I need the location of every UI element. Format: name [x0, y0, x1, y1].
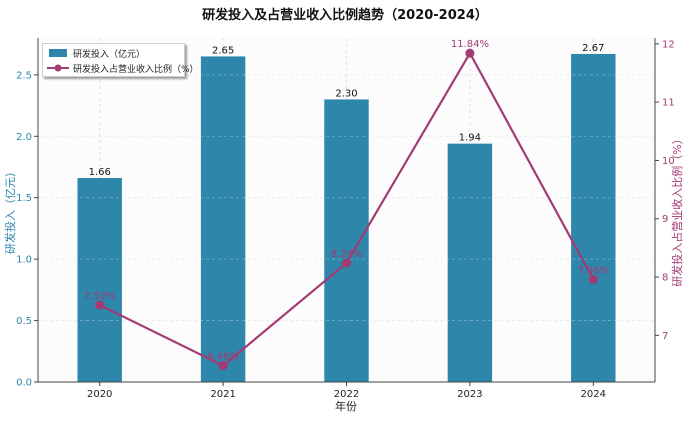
bar-value-label-2021: 2.65 — [212, 45, 234, 56]
bar-2022 — [324, 99, 369, 382]
x-axis-title: 年份 — [335, 399, 357, 413]
ratio-point-2021 — [218, 361, 228, 371]
x-tick-label-2023: 2023 — [457, 389, 482, 400]
data-labels: 1.66 2.65 2.30 1.94 2.67 7.52% 6.48% 8.24% 11.84… — [84, 39, 609, 363]
x-tick-label-2024: 2024 — [581, 389, 606, 400]
bar-2023 — [447, 143, 493, 382]
legend-item-line: 研发投入占营业收入比例（%） — [47, 61, 199, 75]
ratio-value-label-2021: 6.48% — [207, 352, 239, 363]
ratio-value-label-2022: 8.24% — [331, 249, 363, 260]
ratio-point-2022 — [342, 258, 351, 268]
x-tick-label-2021: 2021 — [210, 389, 235, 400]
y-left-tick-label-0: 0.0 — [16, 378, 32, 389]
bar-2020 — [77, 178, 122, 382]
y-axis-left-title: 研发投入（亿元） — [3, 166, 17, 254]
bar-2024 — [571, 53, 616, 382]
y-right-tick-label-2: 9 — [662, 214, 668, 225]
y-right-tick-label-0: 7 — [662, 331, 668, 342]
y-left-tick-label-3: 1.5 — [16, 193, 32, 204]
bar-series — [38, 53, 655, 383]
ratio-point-2023 — [465, 48, 475, 58]
bar-value-label-2022: 2.30 — [335, 88, 357, 99]
y-right-tick-label-5: 12 — [662, 39, 675, 50]
y-right-tick-label-4: 11 — [662, 98, 675, 109]
legend: 研发投入（亿元） 研发投入占营业收入比例（%） — [42, 43, 199, 77]
x-tick-label-2022: 2022 — [334, 389, 359, 400]
y-left-tick-label-4: 2.0 — [16, 132, 32, 143]
y-right-tick-label-1: 8 — [662, 273, 668, 284]
ratio-point-2024 — [588, 274, 598, 284]
bar-value-label-2023: 1.94 — [459, 133, 481, 144]
bar-value-label-2020: 1.66 — [89, 167, 111, 178]
legend-bar-swatch — [47, 46, 69, 60]
bar-value-label-2024: 2.67 — [582, 43, 604, 54]
ratio-point-2020 — [95, 300, 105, 310]
legend-line-label: 研发投入占营业收入比例（%） — [73, 64, 199, 75]
ratio-value-label-2023: 11.84% — [451, 39, 489, 50]
y-axis-right-title: 研发投入占营业收入比例（%） — [670, 133, 684, 286]
legend-line-swatch — [47, 61, 69, 75]
y-left-tick-label-5: 2.5 — [16, 70, 32, 81]
ratio-value-label-2024: 7.96% — [577, 265, 609, 276]
chart-title: 研发投入及占营业收入比例趋势（2020-2024） — [202, 7, 488, 23]
line-series — [95, 48, 598, 371]
x-tick-label-2020: 2020 — [87, 389, 112, 400]
y-left-tick-label-1: 0.5 — [16, 316, 32, 327]
legend-bar-label: 研发投入（亿元） — [73, 49, 146, 60]
y-right-tick-label-3: 10 — [662, 156, 675, 167]
legend-item-bar: 研发投入（亿元） — [47, 46, 145, 60]
bar-2021 — [200, 56, 246, 383]
axes: 0.0 0.5 1.0 1.5 2.0 2.5 7 8 9 10 11 12 2020 2021 2022 2… — [16, 38, 675, 400]
ratio-value-label-2020: 7.52% — [84, 291, 116, 302]
y-left-tick-label-2: 1.0 — [16, 255, 32, 266]
